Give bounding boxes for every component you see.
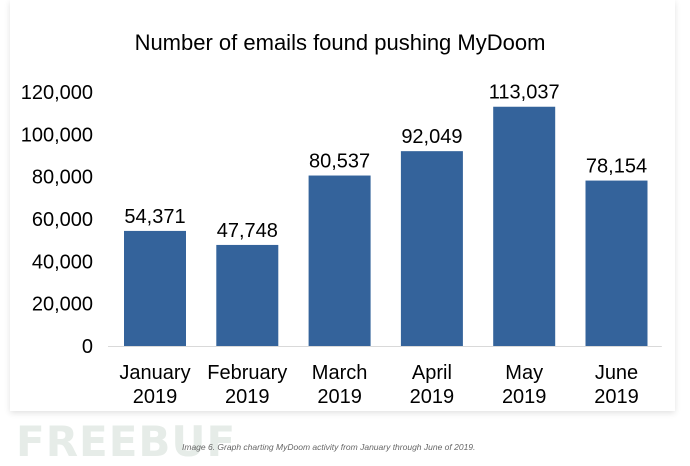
data-label: 80,537 xyxy=(309,151,370,173)
bar xyxy=(216,244,279,346)
x-tick-label: May xyxy=(505,362,543,384)
bar-chart: Number of emails found pushing MyDoom 0 20… xyxy=(21,30,662,408)
y-tick-label: 40,000 xyxy=(32,251,93,273)
x-tick-label: March xyxy=(312,362,368,384)
data-label: 113,037 xyxy=(489,82,560,104)
x-tick-label: 2019 xyxy=(317,386,362,408)
figure-caption: Image 6. Graph charting MyDoom activity … xyxy=(182,442,476,452)
y-tick-label: 20,000 xyxy=(32,294,93,316)
y-tick-label: 80,000 xyxy=(32,167,93,189)
x-tick-label: 2019 xyxy=(502,386,547,408)
bar xyxy=(493,106,556,347)
y-tick-label: 60,000 xyxy=(32,209,93,231)
x-tick-label: 2019 xyxy=(594,386,639,408)
y-tick-label: 120,000 xyxy=(21,82,93,104)
x-tick-label: 2019 xyxy=(225,386,270,408)
bar xyxy=(585,180,648,346)
chart-title: Number of emails found pushing MyDoom xyxy=(135,30,546,55)
x-tick-label: June xyxy=(595,362,638,384)
y-tick-label: 100,000 xyxy=(21,124,93,146)
data-label: 78,154 xyxy=(586,156,647,178)
data-label: 92,049 xyxy=(401,126,462,148)
x-tick-label: January xyxy=(119,362,190,384)
y-tick-label: 0 xyxy=(82,336,93,358)
watermark-logo: FREEBUF xyxy=(16,417,237,466)
x-tick-label: 2019 xyxy=(133,386,178,408)
data-label: 47,748 xyxy=(217,220,278,242)
x-tick-label: April xyxy=(412,362,452,384)
bar xyxy=(308,175,371,346)
data-label: 54,371 xyxy=(124,206,185,228)
bar xyxy=(124,230,186,346)
x-tick-label: 2019 xyxy=(410,386,455,408)
chart-card: Number of emails found pushing MyDoom 0 20… xyxy=(10,0,675,411)
x-tick-label: February xyxy=(207,362,287,384)
bar xyxy=(400,151,463,346)
